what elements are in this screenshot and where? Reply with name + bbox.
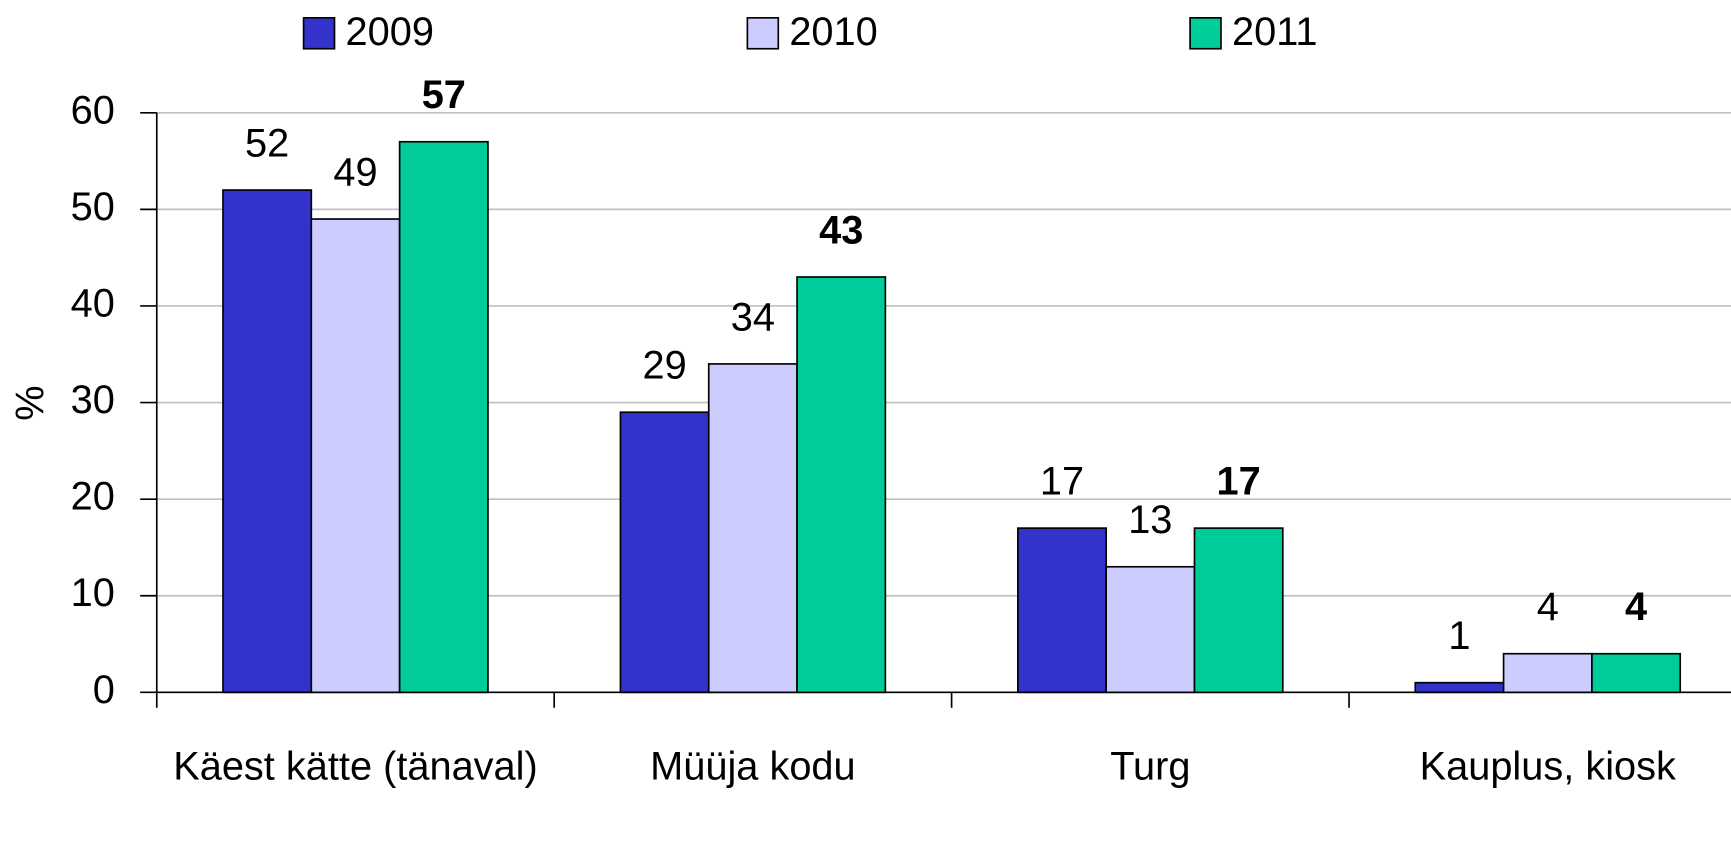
data-label: 57 xyxy=(422,73,466,117)
bar xyxy=(1017,527,1107,694)
bar xyxy=(1591,652,1682,694)
y-tick-label: 20 xyxy=(71,475,115,519)
data-label: 17 xyxy=(1217,459,1261,503)
y-tick-label: 50 xyxy=(71,185,115,229)
data-label: 34 xyxy=(731,295,775,339)
y-tick-label: 60 xyxy=(71,88,115,132)
data-label: 13 xyxy=(1128,498,1172,542)
x-tick-label: Turg xyxy=(1110,743,1191,789)
x-tick-label: Käest kätte (tänaval) xyxy=(173,743,538,789)
data-label: 4 xyxy=(1625,585,1647,629)
bar xyxy=(796,276,887,694)
y-tick-label: 30 xyxy=(71,378,115,422)
data-label: 29 xyxy=(642,344,686,388)
data-label: 43 xyxy=(819,208,863,252)
bar xyxy=(1502,652,1593,694)
bar xyxy=(398,140,489,694)
x-tick-label: Müüja kodu xyxy=(650,743,856,789)
bar xyxy=(707,363,798,694)
x-tick-label-box: Kauplus, kiosk xyxy=(1419,743,1676,789)
bar xyxy=(1414,681,1505,694)
data-label: 52 xyxy=(245,121,289,165)
data-label: 1 xyxy=(1448,614,1470,658)
legend-swatch xyxy=(746,17,780,50)
y-tick-label: 40 xyxy=(71,281,115,325)
x-tick-label-box: Käest kätte (tänaval) xyxy=(173,743,538,789)
y-tick-label: 0 xyxy=(93,668,115,712)
legend-label: 2009 xyxy=(346,10,434,54)
legend-label: 2011 xyxy=(1232,10,1317,54)
y-tick-label: 10 xyxy=(71,571,115,615)
x-tick-label: Kauplus, kiosk xyxy=(1419,743,1676,789)
bar xyxy=(1105,565,1196,694)
x-tick-label-box: Müüja kodu xyxy=(650,743,856,789)
legend-swatch xyxy=(1189,17,1222,50)
legend-swatch xyxy=(302,17,336,50)
data-label: 4 xyxy=(1537,585,1559,629)
bar xyxy=(1193,527,1284,694)
legend-label: 2010 xyxy=(789,10,877,54)
y-axis-label: % xyxy=(9,385,53,420)
data-label: 49 xyxy=(333,150,377,194)
bar xyxy=(619,411,710,694)
data-label: 17 xyxy=(1040,459,1084,503)
bar xyxy=(222,189,313,694)
x-tick-label-box: Turg xyxy=(1110,743,1191,789)
bar xyxy=(310,218,401,694)
